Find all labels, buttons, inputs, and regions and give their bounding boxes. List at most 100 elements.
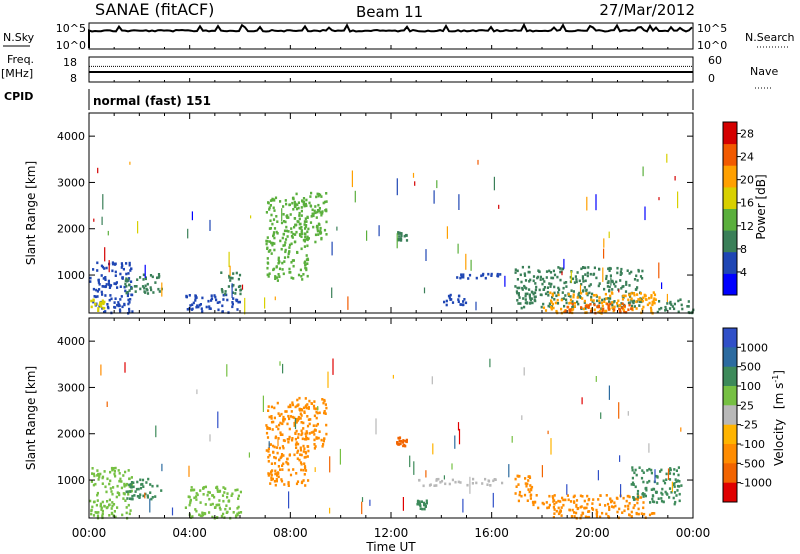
power-cell — [528, 288, 531, 291]
power-cell — [231, 302, 234, 306]
power-noise-streak — [470, 259, 472, 271]
velocity-cell — [305, 438, 308, 441]
velocity-cell — [586, 515, 589, 519]
velocity-cell — [300, 414, 303, 417]
velocity-noise-streak — [620, 484, 622, 498]
velocity-cell — [313, 433, 316, 436]
power-cell — [127, 298, 130, 302]
power-cell — [103, 310, 106, 314]
velocity-cell — [418, 478, 421, 482]
velocity-cell — [199, 514, 202, 517]
velocity-cell — [117, 469, 120, 472]
power-cell — [96, 295, 99, 298]
power-cell — [542, 306, 546, 310]
power-noise-streak — [579, 284, 582, 295]
velocity-noise-streak — [217, 411, 219, 429]
velocity-cell — [267, 474, 270, 477]
velocity-cell — [291, 437, 294, 440]
velocity-noise-streak — [149, 498, 151, 513]
power-cell — [645, 298, 648, 301]
power-colorbar-segment — [723, 208, 737, 231]
power-cell — [586, 274, 589, 278]
velocity-cell — [583, 506, 586, 510]
velocity-cell — [110, 507, 113, 510]
velocity-cell — [198, 513, 201, 517]
power-cell — [227, 285, 230, 288]
velocity-cell — [557, 506, 560, 510]
velocity-cell — [114, 474, 117, 478]
power-noise-streak — [475, 301, 477, 311]
velocity-cell — [423, 507, 426, 511]
power-cell — [601, 309, 604, 313]
velocity-cell — [267, 405, 270, 408]
velocity-cell — [299, 448, 302, 452]
power-noise-streak — [458, 194, 460, 210]
power-cell — [628, 293, 631, 297]
velocity-cell — [661, 487, 664, 491]
power-cell — [92, 300, 95, 304]
power-cell — [297, 206, 300, 210]
velocity-noise-streak — [317, 406, 319, 411]
power-cell — [266, 240, 269, 243]
power-cell — [627, 298, 630, 302]
velocity-cell — [591, 502, 594, 505]
power-cell — [306, 216, 309, 219]
velocity-cell — [208, 497, 211, 501]
velocity-cell — [616, 510, 619, 514]
velocity-cell — [675, 469, 678, 472]
velocity-cell — [267, 460, 270, 463]
velocity-cell — [97, 478, 100, 481]
power-cell — [114, 270, 117, 274]
power-cell — [296, 250, 299, 254]
power-cell — [300, 275, 303, 278]
velocity-cell — [646, 481, 649, 484]
power-cell — [316, 229, 319, 233]
power-cell — [609, 297, 612, 300]
velocity-cell — [156, 484, 159, 488]
velocity-cell — [287, 468, 290, 472]
velocity-cell — [322, 401, 325, 405]
velocity-noise-streak — [100, 364, 102, 376]
power-cell — [100, 264, 103, 268]
power-cell — [309, 204, 312, 207]
velocity-cell — [307, 418, 310, 421]
velocity-cell — [635, 511, 638, 515]
power-cell — [129, 269, 132, 272]
velocity-cell — [606, 502, 610, 506]
power-cell — [576, 296, 579, 299]
power-cell — [531, 301, 534, 305]
velocity-cell — [595, 515, 599, 518]
velocity-cell — [299, 461, 303, 464]
velocity-noise-streak — [451, 463, 453, 470]
velocity-cell — [573, 515, 576, 518]
power-cell — [618, 303, 622, 307]
velocity-noise-streak — [402, 497, 404, 511]
power-cell — [209, 307, 212, 310]
velocity-cell — [324, 403, 327, 406]
power-cell — [128, 307, 131, 311]
power-cell — [272, 234, 275, 238]
velocity-cell — [659, 470, 662, 473]
power-cell — [528, 293, 531, 297]
power-cell — [218, 300, 221, 304]
velocity-cell — [195, 495, 198, 498]
velocity-cell — [280, 455, 283, 459]
velocity-cell — [202, 493, 205, 496]
velocity-cell — [528, 476, 532, 479]
power-cell — [551, 296, 554, 299]
velocity-cell — [231, 492, 234, 496]
power-cell — [635, 300, 638, 304]
velocity-cell — [399, 442, 402, 446]
velocity-cell — [678, 480, 681, 483]
velocity-cell — [425, 499, 428, 503]
velocity-cell — [237, 511, 240, 515]
power-cell — [631, 299, 634, 303]
power-cell — [630, 270, 633, 274]
power-cell — [266, 236, 269, 239]
power-cell — [120, 262, 123, 265]
y-tick-label: 4000 — [57, 130, 85, 143]
velocity-cell — [416, 499, 420, 503]
power-cell — [572, 295, 575, 299]
power-cell — [102, 277, 105, 280]
power-cell — [295, 207, 299, 211]
